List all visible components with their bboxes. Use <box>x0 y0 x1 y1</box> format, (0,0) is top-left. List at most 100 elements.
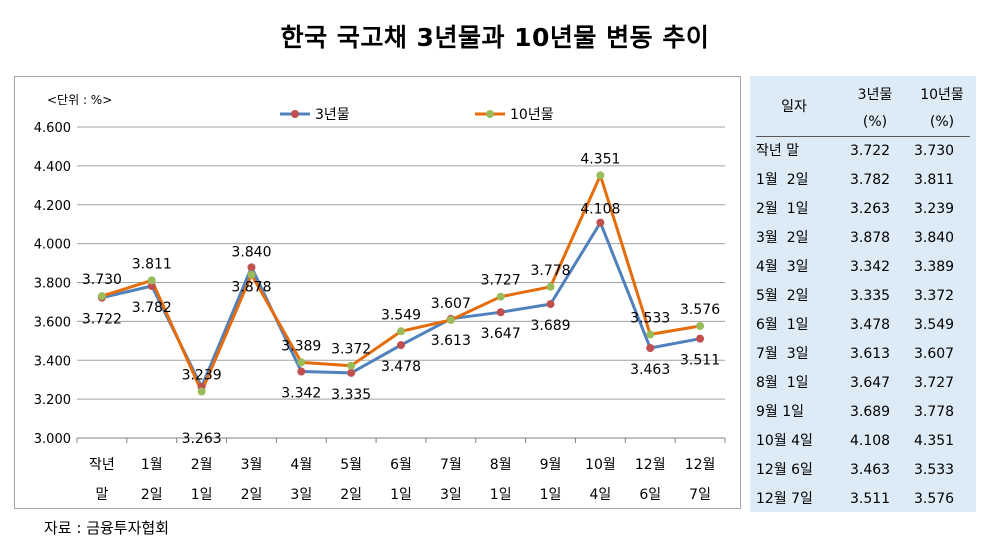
table-cell-y10: 3.533 <box>914 462 955 478</box>
table-cell-y3: 4.108 <box>850 433 891 449</box>
x-tick-label: 1일 <box>490 487 512 503</box>
line-chart: <단위 : %> 3.000 3.200 3.400 3.600 3.800 4.000 4.… <box>34 93 726 503</box>
table-cell-y3: 3.613 <box>850 346 891 362</box>
data-label: 3.782 <box>132 300 172 316</box>
y-tick-label: 3.800 <box>34 277 71 292</box>
data-label: 4.351 <box>580 151 620 167</box>
y-tick-label: 3.600 <box>34 315 71 330</box>
data-label: 3.647 <box>481 326 521 342</box>
data-label: 3.389 <box>281 338 321 354</box>
data-label: 3.811 <box>132 256 172 272</box>
data-point <box>646 330 655 339</box>
data-point <box>397 327 405 336</box>
data-label: 3.613 <box>431 333 471 349</box>
x-tick-label: 6월 <box>390 457 412 473</box>
data-label: 3.463 <box>630 362 670 378</box>
data-label: 4.108 <box>580 202 620 218</box>
data-label: 3.335 <box>331 387 371 403</box>
chart-panel: <단위 : %> 3.000 3.200 3.400 3.600 3.800 4.000 4.… <box>14 76 741 509</box>
table-cell-y3: 3.647 <box>850 375 891 391</box>
table-row: 5월 2일 3.335 3.372 <box>756 282 970 311</box>
data-label: 3.727 <box>481 273 521 289</box>
legend-label: 10년물 <box>510 107 554 123</box>
y-tick-label: 3.000 <box>34 432 71 447</box>
data-point <box>297 358 306 367</box>
table-cell-y3: 3.463 <box>850 462 891 478</box>
y-tick-label: 4.600 <box>34 121 71 136</box>
x-tick-label: 1월 <box>141 457 163 473</box>
table-cell-date: 6월 1일 <box>756 317 809 333</box>
data-label: 3.263 <box>182 431 222 447</box>
data-label: 3.342 <box>281 386 321 402</box>
y-tick-label: 4.200 <box>34 199 71 214</box>
table-row: 2월 1일 3.263 3.239 <box>756 195 970 224</box>
legend-marker <box>291 110 299 118</box>
table-row: 3월 2일 3.878 3.840 <box>756 224 970 253</box>
table-cell-y3: 3.335 <box>850 288 891 304</box>
unit-label: <단위 : %> <box>47 93 112 107</box>
data-point <box>596 171 605 180</box>
table-cell-y3: 3.511 <box>850 491 891 507</box>
data-label: 3.689 <box>530 318 570 334</box>
data-point <box>496 308 505 317</box>
header-3y-unit: (%) <box>862 114 888 130</box>
x-tick-label: 작년 <box>89 457 115 473</box>
data-point <box>397 341 405 350</box>
table-cell-y10: 3.778 <box>914 404 955 420</box>
x-tick-label: 3월 <box>241 457 263 473</box>
data-label: 3.511 <box>680 353 720 369</box>
table-row: 7월 3일 3.613 3.607 <box>756 340 970 369</box>
table-cell-date: 7월 3일 <box>756 346 809 362</box>
table-cell-y10: 3.727 <box>914 375 955 391</box>
table-cell-y10: 3.607 <box>914 346 955 362</box>
data-label: 3.840 <box>231 245 271 261</box>
legend-marker <box>486 110 494 118</box>
data-label: 3.533 <box>630 310 670 326</box>
data-point <box>646 344 655 353</box>
data-label: 3.576 <box>680 302 720 318</box>
y-tick-label: 4.400 <box>34 160 71 175</box>
table-row: 1월 2일 3.782 3.811 <box>756 166 970 195</box>
table-cell-date: 4월 3일 <box>756 259 809 275</box>
data-point <box>147 276 156 285</box>
x-tick-label: 3일 <box>440 487 462 503</box>
data-point <box>496 292 505 301</box>
data-point <box>347 368 356 377</box>
table-cell-y10: 3.840 <box>914 230 955 246</box>
table-cell-y10: 3.372 <box>914 288 955 304</box>
table-cell-date: 2월 1일 <box>756 201 809 217</box>
table-row: 12월 6일 3.463 3.533 <box>756 456 970 485</box>
table-header: 일자 3년물 (%) 10년물 (%) <box>756 76 970 137</box>
x-tick-label: 6일 <box>639 487 661 503</box>
y-tick-label: 4.000 <box>34 238 71 253</box>
table-cell-y3: 3.878 <box>850 230 891 246</box>
x-tick-label: 말 <box>95 487 108 503</box>
data-point <box>247 263 256 272</box>
x-tick-label: 12월 <box>685 457 716 473</box>
table-row: 4월 3일 3.342 3.389 <box>756 253 970 282</box>
x-tick-label: 1일 <box>390 487 412 503</box>
table-cell-date: 9월 1일 <box>756 404 805 420</box>
table-cell-y10: 3.730 <box>914 143 955 159</box>
data-label: 3.549 <box>381 307 421 323</box>
x-tick-label: 1일 <box>540 487 562 503</box>
table-cell-date: 8월 1일 <box>756 375 809 391</box>
table-cell-date: 12월 6일 <box>756 462 813 478</box>
data-label: 3.239 <box>182 368 222 384</box>
data-label: 3.878 <box>231 279 271 295</box>
data-point <box>696 334 705 343</box>
y-tick-label: 3.400 <box>34 354 71 369</box>
table-row: 9월 1일 3.689 3.778 <box>756 398 970 427</box>
data-point <box>446 316 455 325</box>
table-cell-y3: 3.478 <box>850 317 891 333</box>
data-point <box>147 281 156 290</box>
x-tick-label: 4일 <box>589 487 611 503</box>
x-tick-label: 2월 <box>191 457 213 473</box>
table-cell-y10: 3.576 <box>914 491 955 507</box>
table-cell-y3: 3.263 <box>850 201 891 217</box>
table-row: 12월 7일 3.511 3.576 <box>756 485 970 514</box>
data-point <box>347 361 356 370</box>
table-row: 8월 1일 3.647 3.727 <box>756 369 970 398</box>
legend-label: 3년물 <box>315 107 350 123</box>
header-10y: 10년물 <box>920 87 964 103</box>
